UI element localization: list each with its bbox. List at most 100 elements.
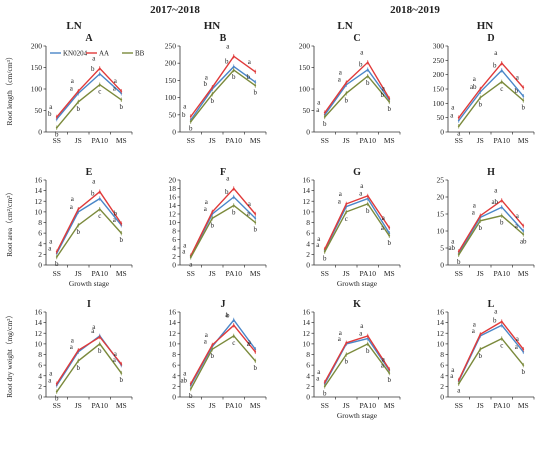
- y-tick-label: 20: [437, 193, 445, 202]
- significance-letter: a: [339, 190, 343, 198]
- significance-letter: a: [248, 58, 252, 66]
- data-point: [232, 319, 235, 321]
- significance-letter: b: [515, 87, 519, 95]
- series-line-KN0204: [56, 197, 122, 254]
- data-point: [457, 119, 460, 122]
- significance-letter: a: [451, 104, 455, 112]
- series-line-AA: [190, 187, 256, 257]
- significance-letter: a: [360, 48, 364, 56]
- data-point: [366, 335, 369, 337]
- y-tick-label: 8: [440, 350, 444, 359]
- series-line-AA: [56, 190, 122, 253]
- x-tick-label: PA10: [494, 136, 511, 145]
- series-line-KN0204: [458, 69, 524, 121]
- y-tick-label: 8: [38, 218, 42, 227]
- significance-letter: a: [247, 340, 251, 348]
- significance-letter: ab: [180, 376, 187, 384]
- data-point: [211, 93, 214, 96]
- x-tick-label: JS: [343, 136, 350, 145]
- significance-letter: b: [55, 260, 59, 268]
- significance-letter: a: [382, 214, 386, 222]
- data-point: [120, 372, 123, 374]
- y-tick-label: 6: [306, 361, 310, 370]
- data-point: [98, 197, 101, 200]
- significance-letter: a: [316, 241, 320, 249]
- significance-letter: a: [183, 242, 187, 250]
- data-point: [211, 344, 214, 346]
- treatment-header-3: LN: [337, 20, 352, 32]
- significance-letter: a: [114, 350, 118, 358]
- x-tick-label: MS: [116, 136, 127, 145]
- legend-entry: KN0204: [63, 50, 88, 58]
- series-line-BB: [324, 75, 390, 118]
- data-point: [98, 73, 101, 75]
- y-tick-label: 6: [172, 361, 176, 370]
- significance-letter: b: [479, 224, 483, 232]
- significance-letter: b: [254, 226, 258, 234]
- x-tick-label: JS: [75, 269, 82, 278]
- y-tick-label: 4: [38, 371, 42, 380]
- significance-letter: a: [317, 99, 321, 107]
- significance-letter: a: [494, 186, 498, 194]
- legend-entry: BB: [135, 50, 145, 58]
- significance-letter: a: [450, 372, 454, 380]
- significance-letter: b: [388, 239, 392, 247]
- significance-letter: b: [55, 395, 59, 403]
- significance-letter: b: [479, 101, 483, 109]
- significance-letter: b: [381, 91, 385, 99]
- y-tick-label: 14: [437, 318, 445, 327]
- significance-letter: a: [516, 74, 520, 82]
- significance-letter: c: [500, 85, 503, 93]
- y-tick-label: 150: [31, 63, 43, 72]
- significance-letter: b: [457, 258, 461, 266]
- significance-letter: a: [359, 330, 363, 338]
- significance-letter: a: [248, 338, 252, 346]
- y-tick-label: 10: [169, 218, 177, 227]
- y-tick-label: 150: [299, 63, 311, 72]
- y-tick-label: 12: [303, 329, 311, 338]
- x-tick-label: PA10: [92, 401, 109, 410]
- significance-letter: a: [92, 323, 96, 331]
- y-tick-label: 0: [172, 261, 176, 270]
- data-point: [232, 187, 235, 190]
- series-line-BB: [190, 334, 256, 390]
- significance-letter: a: [381, 361, 385, 369]
- data-point: [457, 379, 460, 381]
- y-tick-label: 200: [433, 70, 445, 79]
- y-tick-label: 12: [35, 197, 43, 206]
- x-tick-label: SS: [53, 136, 61, 145]
- significance-letter: b: [211, 352, 215, 360]
- significance-letter: a: [71, 77, 75, 85]
- data-point: [211, 348, 214, 351]
- data-point: [323, 111, 326, 114]
- data-point: [55, 256, 58, 258]
- series-line-BB: [190, 69, 256, 123]
- significance-letter: a: [49, 238, 53, 246]
- significance-letter: a: [248, 200, 252, 208]
- y-tick-label: 20: [169, 176, 177, 185]
- significance-letter: a: [450, 112, 454, 120]
- x-tick-label: JS: [477, 401, 484, 410]
- x-tick-label: SS: [321, 269, 329, 278]
- y-tick-label: 250: [165, 42, 177, 51]
- data-point: [500, 199, 503, 202]
- significance-letter: b: [211, 97, 215, 105]
- data-point: [522, 225, 525, 227]
- significance-letter: a: [339, 329, 343, 337]
- y-tick-label: 0: [306, 128, 310, 137]
- y-tick-label: 4: [440, 371, 444, 380]
- significance-letter: a: [92, 178, 96, 186]
- x-tick-label: PA10: [226, 136, 243, 145]
- significance-letter: a: [472, 208, 476, 216]
- y-tick-label: 2: [172, 382, 176, 391]
- y-tick-label: 16: [169, 193, 177, 202]
- significance-letter: a: [48, 244, 52, 252]
- x-tick-label: MS: [116, 269, 127, 278]
- series-line-BB: [56, 208, 122, 258]
- data-point: [254, 221, 257, 224]
- significance-letter: a: [515, 343, 519, 351]
- data-point: [77, 359, 80, 362]
